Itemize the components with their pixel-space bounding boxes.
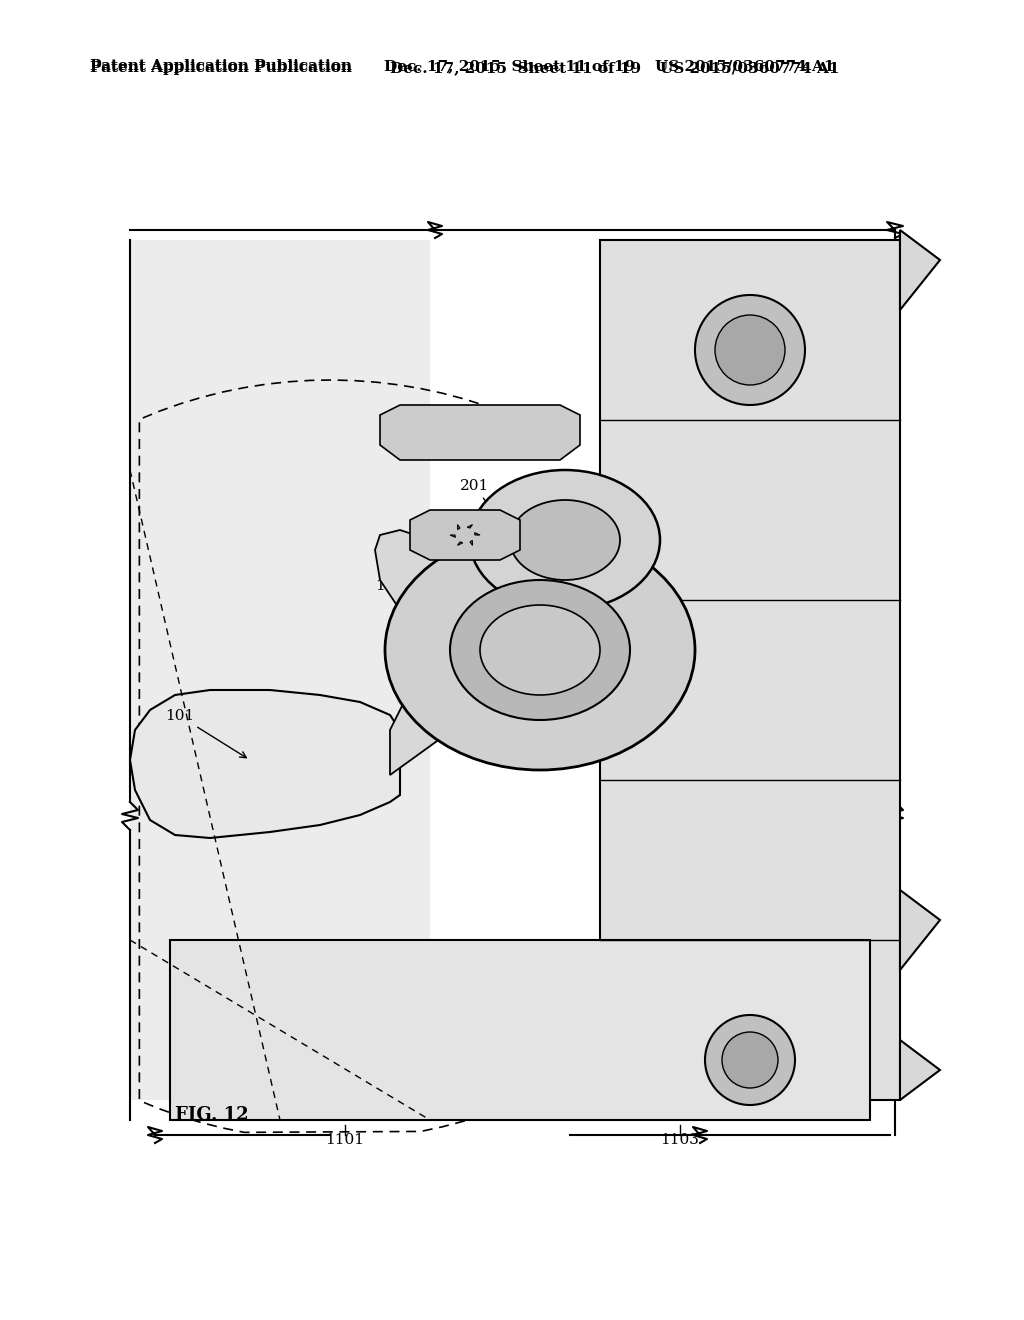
Polygon shape (170, 940, 870, 1119)
Ellipse shape (480, 605, 600, 696)
Text: 101: 101 (165, 709, 247, 758)
Text: 107a: 107a (430, 414, 486, 457)
Polygon shape (458, 524, 460, 529)
Text: 201: 201 (460, 479, 512, 539)
Circle shape (705, 1015, 795, 1105)
Ellipse shape (470, 470, 660, 610)
Polygon shape (450, 535, 456, 537)
Text: Patent Application Publication: Patent Application Publication (90, 59, 352, 73)
Text: US 2015/0360774 A1: US 2015/0360774 A1 (655, 59, 835, 73)
Polygon shape (375, 531, 490, 775)
Polygon shape (380, 405, 580, 459)
Polygon shape (130, 240, 430, 1100)
Polygon shape (900, 890, 940, 970)
Polygon shape (600, 240, 900, 1100)
Ellipse shape (450, 579, 630, 719)
Text: US 2015/0360774 A1: US 2015/0360774 A1 (660, 61, 840, 75)
Text: Patent Application Publication: Patent Application Publication (90, 61, 352, 75)
Text: Dec. 17, 2015  Sheet 11 of 19: Dec. 17, 2015 Sheet 11 of 19 (384, 59, 635, 73)
Circle shape (695, 294, 805, 405)
Circle shape (722, 1032, 778, 1088)
Polygon shape (410, 510, 520, 560)
Text: 107b: 107b (375, 537, 457, 593)
Circle shape (715, 315, 785, 385)
Ellipse shape (510, 500, 620, 579)
Polygon shape (130, 690, 400, 838)
Polygon shape (474, 533, 480, 535)
Text: FIG. 12: FIG. 12 (175, 1106, 249, 1125)
Ellipse shape (385, 531, 695, 770)
Polygon shape (458, 543, 463, 545)
Polygon shape (900, 230, 940, 310)
Polygon shape (900, 1040, 940, 1100)
Polygon shape (467, 524, 472, 528)
Text: 1103: 1103 (660, 1133, 699, 1147)
Text: 1101: 1101 (326, 1133, 365, 1147)
Polygon shape (470, 540, 472, 545)
Text: Dec. 17, 2015  Sheet 11 of 19: Dec. 17, 2015 Sheet 11 of 19 (390, 61, 641, 75)
